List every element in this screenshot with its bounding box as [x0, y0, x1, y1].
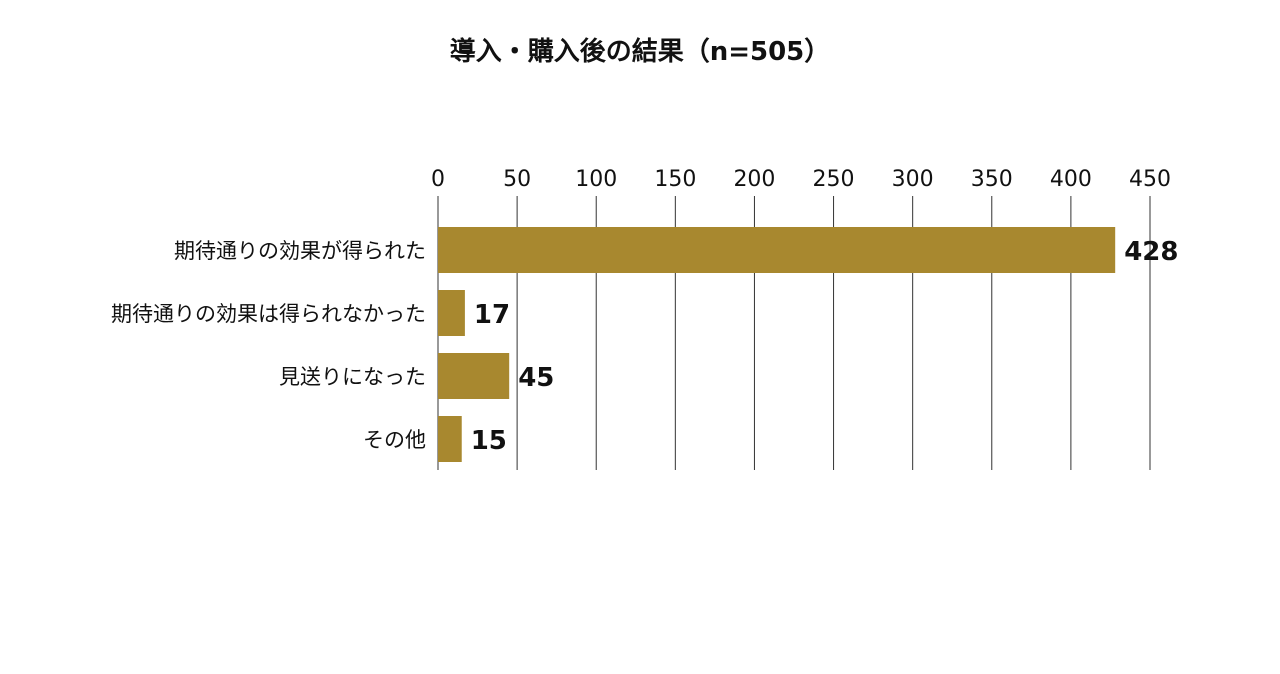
chart-title: 導入・購入後の結果（n=505）	[450, 36, 831, 67]
value-label: 15	[471, 426, 507, 456]
value-label: 17	[474, 300, 510, 330]
x-tick-label: 150	[654, 167, 696, 192]
bar	[438, 290, 465, 336]
x-axis-ticks: 0 50 100 150 200 250 300 350 400 450	[431, 167, 1171, 192]
category-label: 見送りになった	[279, 365, 426, 389]
x-tick-label: 0	[431, 167, 445, 192]
bars	[438, 227, 1116, 462]
value-labels: 428 17 45 15	[471, 237, 1179, 456]
x-tick-label: 100	[575, 167, 617, 192]
bar	[438, 416, 462, 462]
bar	[438, 227, 1116, 273]
x-tick-label: 50	[503, 167, 531, 192]
x-tick-label: 400	[1050, 167, 1092, 192]
value-label: 428	[1124, 237, 1178, 267]
x-tick-label: 350	[971, 167, 1013, 192]
x-tick-label: 450	[1129, 167, 1171, 192]
category-label: 期待通りの効果が得られた	[174, 239, 426, 263]
category-label: その他	[363, 428, 426, 452]
value-label: 45	[518, 363, 554, 393]
category-label: 期待通りの効果は得られなかった	[111, 302, 426, 326]
bar	[438, 353, 510, 399]
x-tick-label: 250	[813, 167, 855, 192]
x-tick-label: 300	[892, 167, 934, 192]
x-tick-label: 200	[733, 167, 775, 192]
